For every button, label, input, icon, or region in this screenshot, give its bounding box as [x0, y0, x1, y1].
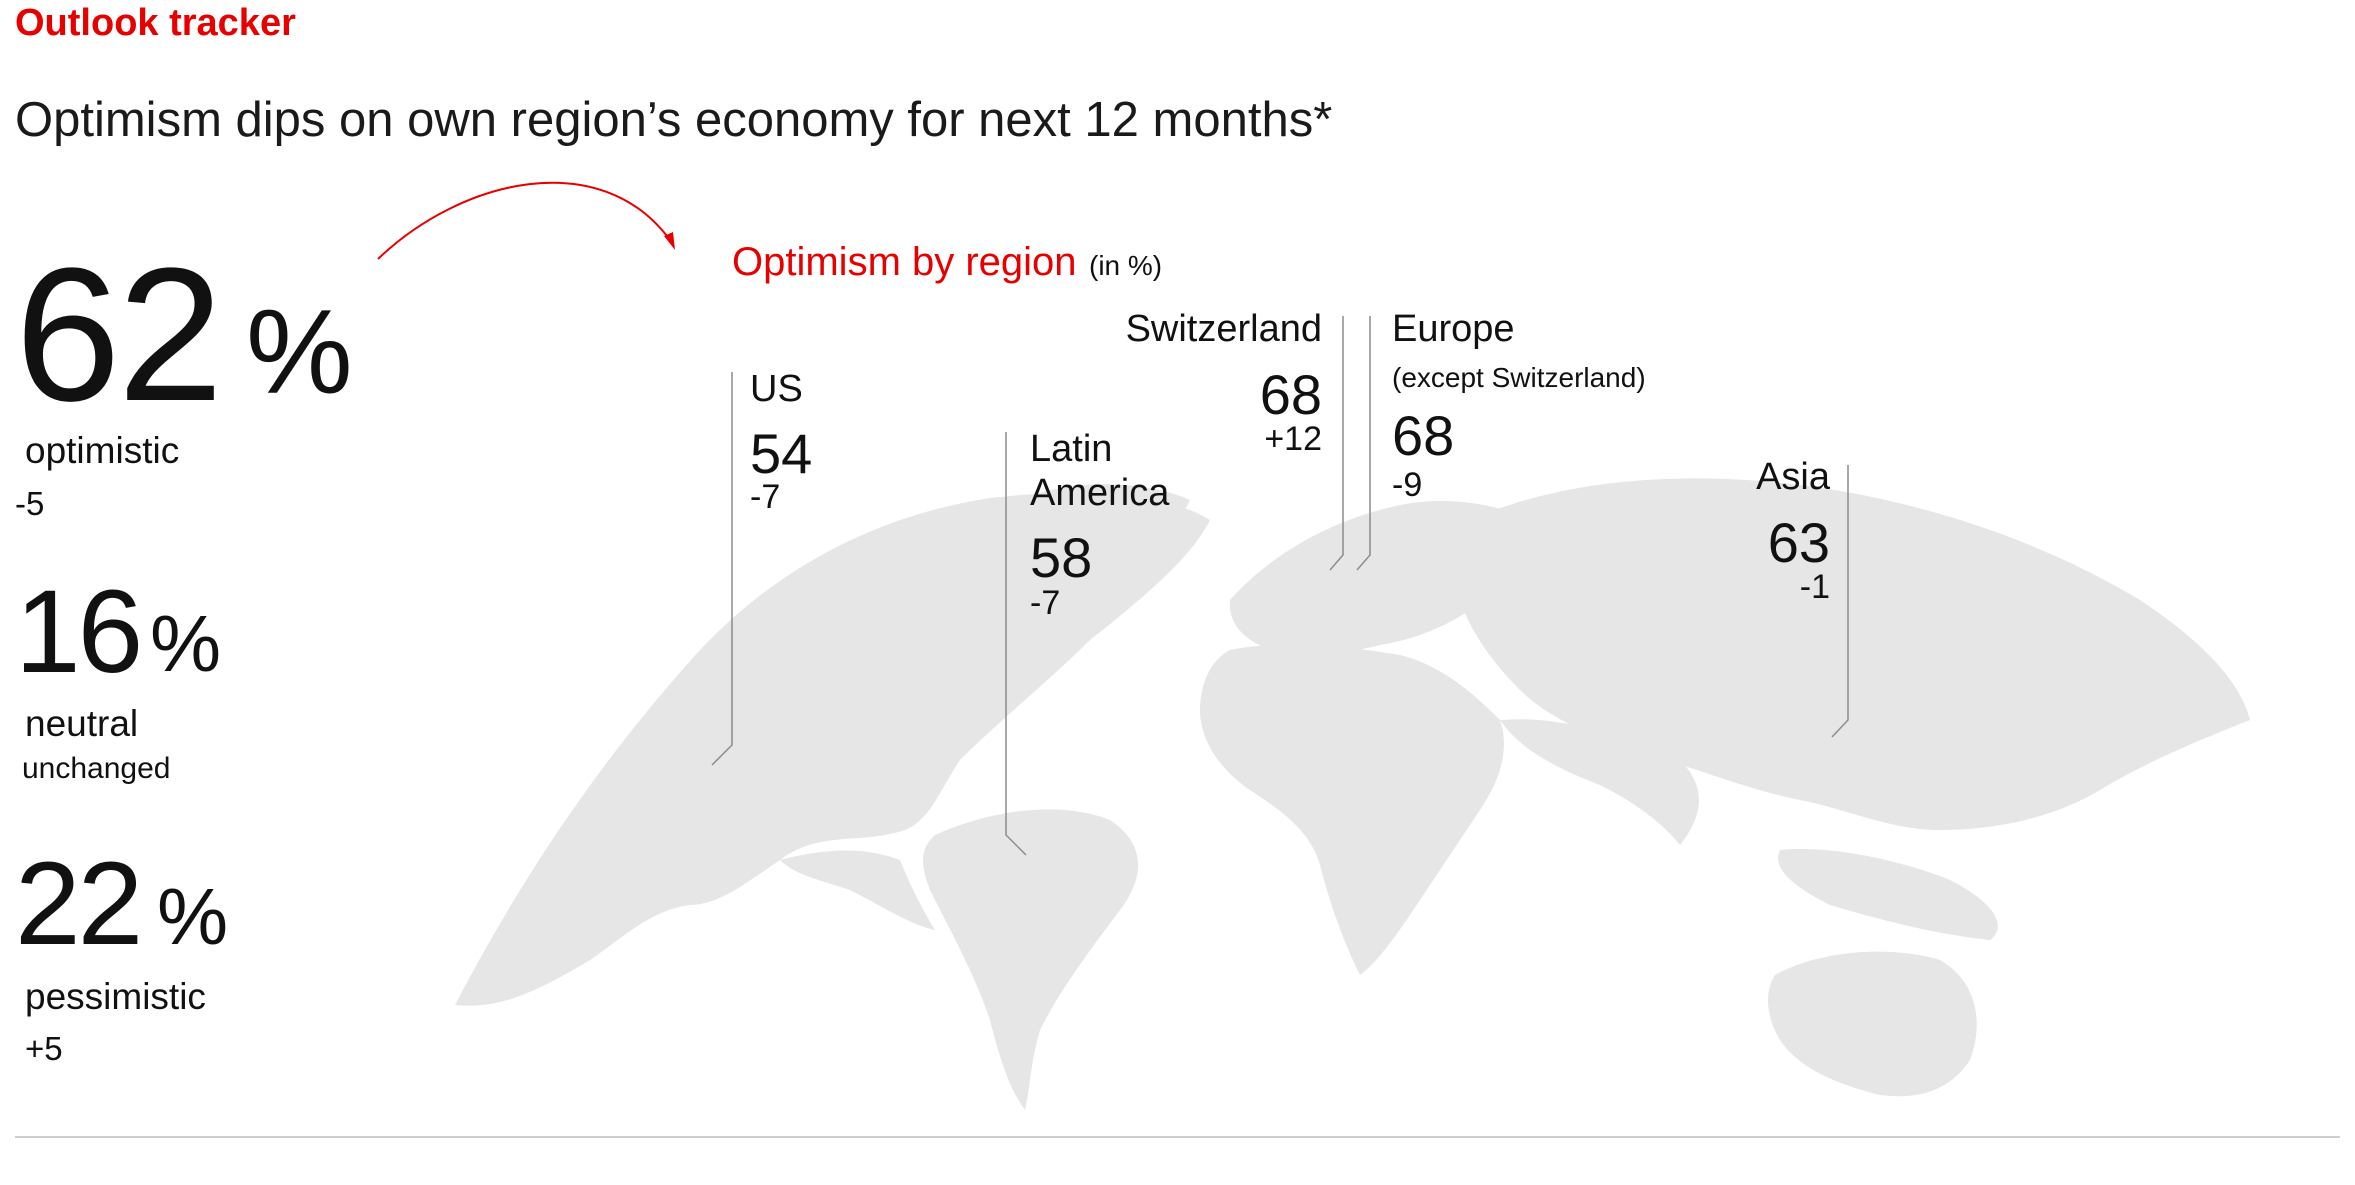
central-america-shape	[780, 850, 935, 930]
region-change-asia: -1	[1799, 568, 1830, 606]
map-unit: (in %)	[1089, 250, 1163, 281]
north-america-shape	[455, 493, 1210, 1006]
leader-line-latin-america	[1005, 432, 1027, 856]
region-change-europe: -9	[1392, 466, 1423, 504]
stat-value-optimistic: 62	[15, 229, 223, 441]
stat-change-optimistic: -5	[15, 485, 45, 522]
region-name-latin-america-line1: Latin	[1030, 428, 1113, 470]
japan-shape	[1993, 696, 2041, 773]
region-value-latin-america: 58	[1030, 526, 1093, 589]
stat-change-pessimistic: +5	[25, 1030, 63, 1067]
region-value-asia: 63	[1767, 511, 1830, 574]
leader-line-switzerland	[1329, 316, 1344, 571]
world-map-landmass	[455, 478, 2250, 1110]
leader-line-us	[711, 372, 733, 766]
southeast-asia-shape	[1778, 849, 1998, 940]
africa-shape	[1200, 644, 1504, 975]
region-name-latin-america-line2: America	[1030, 472, 1170, 514]
kicker: Outlook tracker	[15, 2, 296, 44]
percent-sign-pessimistic: %	[157, 872, 229, 961]
region-change-us: -7	[750, 478, 781, 516]
stat-label-pessimistic: pessimistic	[25, 976, 206, 1017]
south-asia-shape	[1500, 719, 1699, 845]
curved-arrow-icon	[377, 181, 671, 260]
stat-value-pessimistic: 22	[15, 838, 143, 970]
stat-change-neutral: unchanged	[22, 752, 171, 785]
greenland-shape	[1008, 484, 1190, 575]
region-name-us: US	[750, 368, 803, 410]
leader-line-europe	[1356, 316, 1371, 571]
stat-value-neutral: 16	[15, 566, 143, 698]
leader-line-asia	[1831, 465, 1849, 738]
region-name-switzerland: Switzerland	[1125, 308, 1322, 350]
region-name-europe: Europe	[1392, 308, 1515, 350]
region-value-switzerland: 68	[1259, 363, 1322, 426]
region-subtitle-europe: (except Switzerland)	[1392, 362, 1646, 393]
stat-label-optimistic: optimistic	[25, 430, 180, 471]
region-change-latin-america: -7	[1030, 584, 1061, 622]
region-change-switzerland: +12	[1264, 420, 1322, 458]
region-value-europe: 68	[1392, 404, 1455, 467]
australia-shape	[1768, 951, 1977, 1097]
percent-sign-neutral: %	[150, 599, 222, 688]
map-title: Optimism by region	[732, 240, 1077, 284]
stat-label-neutral: neutral	[25, 703, 139, 744]
region-name-asia: Asia	[1756, 456, 1830, 498]
arrow-head-icon	[664, 232, 675, 250]
region-value-us: 54	[750, 422, 813, 485]
percent-sign-optimistic: %	[246, 285, 353, 419]
europe-shape	[1229, 500, 1530, 656]
headline: Optimism dips on own region’s economy fo…	[15, 93, 1333, 147]
asia-shape	[1457, 478, 2250, 830]
south-america-shape	[923, 809, 1139, 1110]
map-title-group: Optimism by region (in %)	[732, 240, 1162, 285]
